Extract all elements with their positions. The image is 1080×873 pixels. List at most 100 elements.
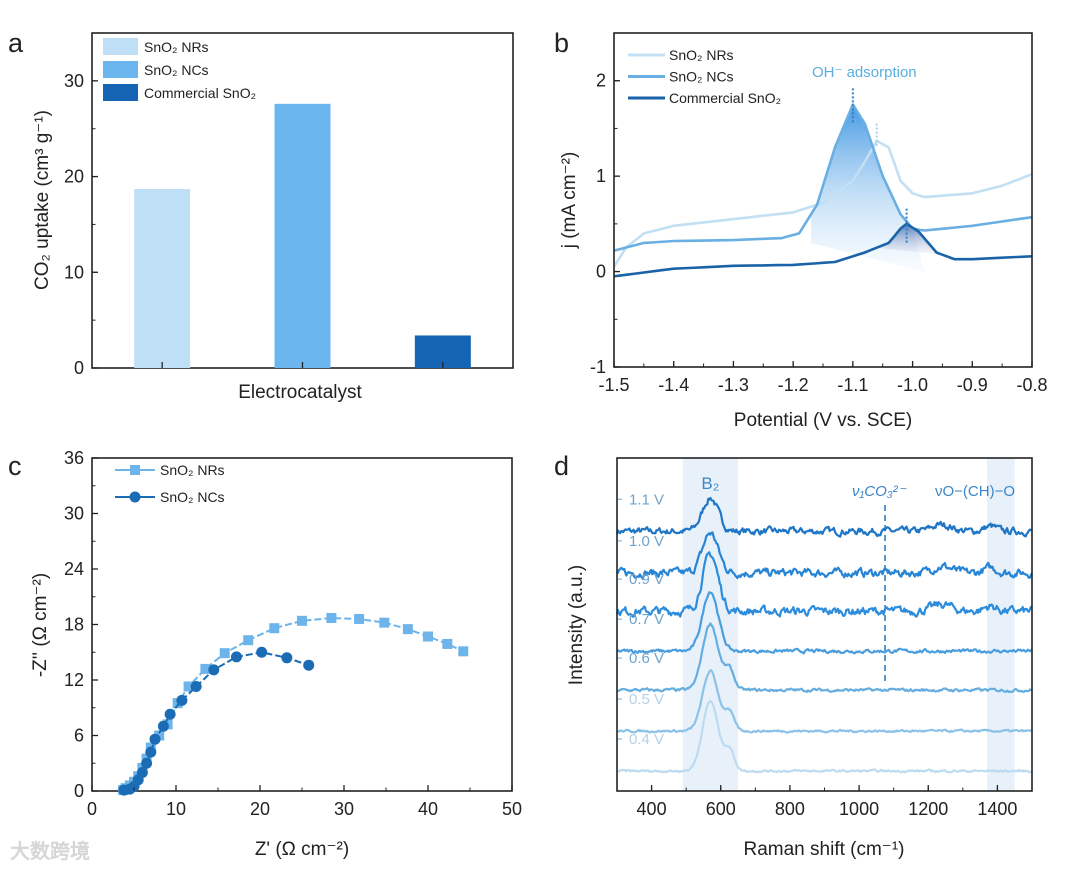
y-axis-label: j (mA cm⁻²) xyxy=(559,152,580,250)
series-line xyxy=(613,103,1033,252)
y-tick-label: 0 xyxy=(74,358,84,378)
data-point xyxy=(230,651,242,663)
x-tick-label: -0.9 xyxy=(957,375,988,395)
x-tick-label: 600 xyxy=(706,799,736,819)
legend-label: SnO₂ NRs xyxy=(144,39,209,55)
x-axis-label: Raman shift (cm⁻¹) xyxy=(744,839,905,860)
y-tick-label: 2 xyxy=(596,71,606,91)
y-tick-label: 30 xyxy=(64,504,84,524)
panel-d-frame xyxy=(616,457,1033,792)
legend-label: Commercial SnO₂ xyxy=(669,90,781,106)
x-tick-label: 20 xyxy=(250,799,270,819)
data-point xyxy=(243,635,254,646)
y-tick-label: 1 xyxy=(596,166,606,186)
panel-letter: a xyxy=(8,28,24,58)
y-tick-label: 36 xyxy=(64,448,84,468)
data-point xyxy=(154,730,165,741)
data-point xyxy=(402,624,413,635)
legend-swatch xyxy=(103,84,138,101)
data-point xyxy=(176,694,188,706)
data-point xyxy=(442,638,453,649)
data-point xyxy=(303,659,315,671)
raman-spectrum xyxy=(616,622,1033,694)
data-point xyxy=(269,623,280,634)
raman-spectrum xyxy=(615,496,1033,538)
data-point xyxy=(458,646,469,657)
watermark: 大数跨境 xyxy=(10,839,90,863)
legend-swatch xyxy=(103,61,138,78)
series-label: 1.0 V xyxy=(629,533,664,550)
x-tick-label: -1.3 xyxy=(718,375,749,395)
data-point xyxy=(183,681,194,692)
x-axis-label: Potential (V vs. SCE) xyxy=(734,410,912,431)
legend-label: SnO₂ NCs xyxy=(160,489,225,505)
legend-label: SnO₂ NRs xyxy=(669,47,734,63)
y-axis-label: Intensity (a.u.) xyxy=(566,565,587,685)
raman-spectrum xyxy=(615,551,1033,618)
x-tick-label: -1.0 xyxy=(897,375,928,395)
panel-letter: d xyxy=(554,451,569,481)
y-axis-label: CO₂ uptake (cm³ g⁻¹) xyxy=(32,110,53,290)
y-tick-label: 0 xyxy=(596,262,606,282)
legend-swatch xyxy=(103,38,138,55)
series-label: 1.1 V xyxy=(629,491,664,508)
raman-spectrum xyxy=(616,591,1033,655)
data-point xyxy=(149,733,161,745)
series-label: 0.5 V xyxy=(629,691,664,708)
series-label: 0.6 V xyxy=(629,650,664,667)
data-point xyxy=(200,663,211,674)
data-point xyxy=(190,680,202,692)
highlight-band xyxy=(987,458,1015,791)
raman-spectrum xyxy=(616,669,1033,734)
data-point xyxy=(164,708,176,720)
data-point xyxy=(136,767,148,778)
x-axis-label: Electrocatalyst xyxy=(238,382,362,403)
y-tick-label: 20 xyxy=(64,167,84,187)
data-point xyxy=(423,631,433,642)
x-tick-label: 30 xyxy=(334,799,354,819)
x-tick-label: 400 xyxy=(637,799,667,819)
adsorption-peak-fill xyxy=(876,223,943,255)
y-tick-label: 30 xyxy=(64,71,84,91)
series-line xyxy=(613,222,1033,278)
y-tick-label: 24 xyxy=(64,559,84,579)
data-point xyxy=(297,615,307,626)
data-point xyxy=(157,720,169,732)
series-line xyxy=(612,139,1033,268)
panel-letter: c xyxy=(8,451,22,481)
x-tick-label: 50 xyxy=(502,799,522,819)
y-axis-label: -Z'' (Ω cm⁻²) xyxy=(30,573,51,677)
data-point xyxy=(281,652,293,664)
x-tick-label: -1.2 xyxy=(778,375,809,395)
x-tick-label: 10 xyxy=(166,799,186,819)
data-point xyxy=(379,617,390,628)
x-tick-label: -1.4 xyxy=(658,375,689,395)
data-point xyxy=(219,648,230,659)
panel-letter: b xyxy=(554,28,569,58)
annotation: OH⁻ adsorption xyxy=(812,64,917,81)
x-tick-label: -1.1 xyxy=(837,375,868,395)
series-label: 0.7 V xyxy=(629,611,664,628)
x-tick-label: 40 xyxy=(418,799,438,819)
y-tick-label: 0 xyxy=(74,781,84,801)
data-point xyxy=(208,664,220,676)
x-tick-label: -0.8 xyxy=(1016,375,1047,395)
y-tick-label: 18 xyxy=(64,615,84,635)
y-tick-label: 10 xyxy=(64,262,84,282)
data-point xyxy=(256,646,268,658)
legend-label: SnO₂ NRs xyxy=(160,462,225,478)
raman-spectrum xyxy=(616,531,1033,580)
x-axis-label: Z' (Ω cm⁻²) xyxy=(255,839,349,860)
adsorption-peak-fill xyxy=(811,104,925,272)
y-tick-label: 6 xyxy=(74,726,84,746)
y-tick-label: 12 xyxy=(64,670,84,690)
x-tick-label: 800 xyxy=(775,799,805,819)
legend-label: Commercial SnO₂ xyxy=(144,85,256,101)
series-label: 0.9 V xyxy=(629,571,664,588)
x-tick-label: 0 xyxy=(87,799,97,819)
series-label: 0.4 V xyxy=(629,731,664,748)
legend-label: SnO₂ NCs xyxy=(144,62,209,78)
x-tick-label: 1000 xyxy=(839,799,879,819)
